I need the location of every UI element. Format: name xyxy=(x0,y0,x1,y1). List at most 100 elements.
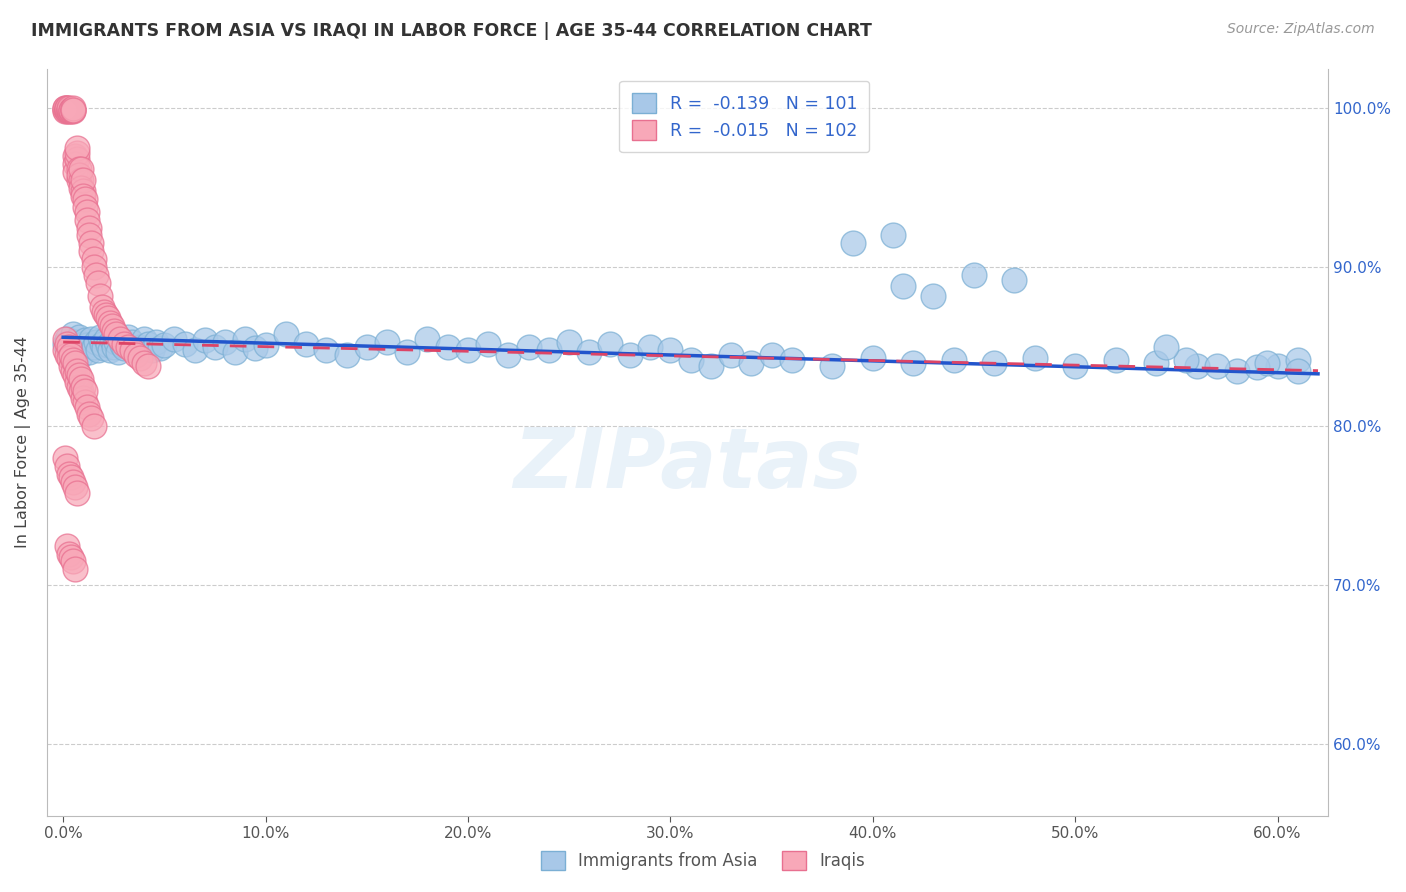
Point xyxy=(98,343,121,357)
Point xyxy=(58,104,80,119)
Point xyxy=(56,332,79,346)
Point xyxy=(62,554,84,568)
Point xyxy=(599,336,621,351)
Point xyxy=(66,141,89,155)
Point xyxy=(558,334,581,349)
Point xyxy=(79,344,101,359)
Point xyxy=(1246,360,1268,375)
Point xyxy=(80,411,103,425)
Point xyxy=(457,343,479,357)
Point xyxy=(1267,359,1289,373)
Point xyxy=(84,268,107,283)
Point xyxy=(56,539,79,553)
Point xyxy=(821,359,844,373)
Point xyxy=(60,103,83,117)
Point xyxy=(62,364,84,378)
Point xyxy=(70,348,93,362)
Point xyxy=(79,228,101,243)
Point xyxy=(58,340,80,354)
Point xyxy=(274,327,297,342)
Point xyxy=(75,200,97,214)
Point xyxy=(79,220,101,235)
Point xyxy=(94,332,117,346)
Point xyxy=(72,336,94,351)
Point xyxy=(75,384,97,399)
Point xyxy=(70,181,93,195)
Point xyxy=(62,103,84,117)
Point xyxy=(75,395,97,409)
Point xyxy=(153,338,176,352)
Point xyxy=(619,348,641,362)
Point xyxy=(80,244,103,259)
Point xyxy=(56,104,79,119)
Point xyxy=(149,342,172,356)
Point xyxy=(83,260,105,275)
Point xyxy=(66,342,89,356)
Point xyxy=(72,173,94,187)
Point xyxy=(65,368,87,383)
Point xyxy=(58,103,80,117)
Point xyxy=(53,101,76,115)
Point xyxy=(67,368,90,383)
Point xyxy=(1154,340,1177,354)
Point xyxy=(72,184,94,198)
Point xyxy=(1104,352,1126,367)
Point xyxy=(83,252,105,267)
Point xyxy=(1286,352,1309,367)
Point xyxy=(335,348,357,362)
Point xyxy=(1256,356,1278,370)
Y-axis label: In Labor Force | Age 35-44: In Labor Force | Age 35-44 xyxy=(15,336,31,549)
Point xyxy=(396,344,419,359)
Point xyxy=(103,324,125,338)
Point xyxy=(517,340,540,354)
Point xyxy=(245,342,267,356)
Point xyxy=(112,336,135,351)
Point xyxy=(72,188,94,202)
Point xyxy=(1002,273,1025,287)
Point xyxy=(97,311,120,326)
Point xyxy=(903,356,925,370)
Point xyxy=(117,340,139,354)
Point xyxy=(56,336,79,351)
Point xyxy=(89,330,111,344)
Point xyxy=(112,342,135,356)
Point xyxy=(58,340,80,354)
Point xyxy=(76,338,98,352)
Point xyxy=(1286,364,1309,378)
Point xyxy=(76,204,98,219)
Point xyxy=(477,336,499,351)
Point xyxy=(58,547,80,561)
Point xyxy=(134,356,156,370)
Point xyxy=(58,103,80,117)
Point xyxy=(356,340,378,354)
Point xyxy=(93,305,115,319)
Point xyxy=(79,407,101,421)
Point xyxy=(204,340,226,354)
Point xyxy=(65,157,87,171)
Point xyxy=(173,336,195,351)
Point xyxy=(58,101,80,115)
Point xyxy=(194,334,217,348)
Point xyxy=(65,562,87,576)
Point xyxy=(163,332,186,346)
Point xyxy=(89,289,111,303)
Point xyxy=(65,356,87,370)
Point xyxy=(80,236,103,251)
Point xyxy=(83,340,105,354)
Point xyxy=(862,351,884,365)
Point xyxy=(76,401,98,415)
Point xyxy=(375,334,398,349)
Point xyxy=(62,352,84,367)
Point xyxy=(108,332,131,346)
Point xyxy=(659,343,682,357)
Point xyxy=(108,332,131,346)
Point xyxy=(90,300,112,314)
Point xyxy=(66,375,89,389)
Text: ZIPatas: ZIPatas xyxy=(513,424,862,505)
Point xyxy=(60,359,83,373)
Point xyxy=(104,334,127,349)
Point xyxy=(60,549,83,564)
Point xyxy=(94,308,117,322)
Point xyxy=(65,149,87,163)
Point xyxy=(67,330,90,344)
